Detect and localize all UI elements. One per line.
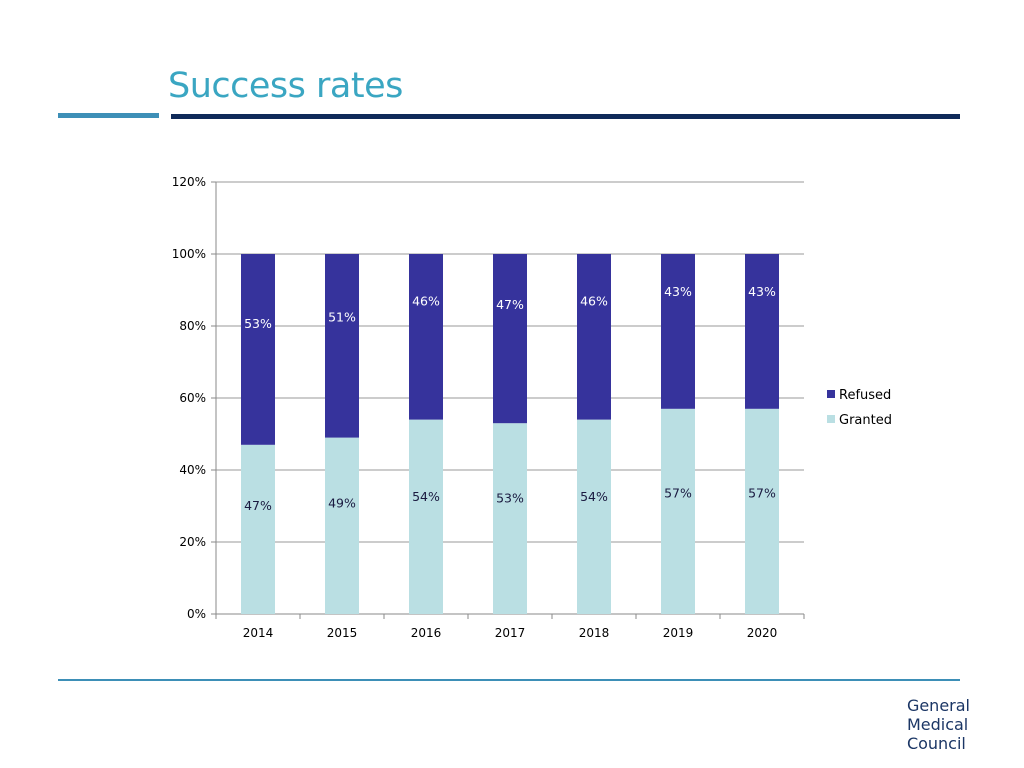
x-tick-label-2019: 2019 bbox=[663, 626, 694, 640]
title-rule-accent bbox=[58, 113, 159, 118]
y-tick-label: 40% bbox=[179, 463, 206, 477]
bar-refused-2014 bbox=[241, 254, 275, 445]
data-label-granted-2016: 54% bbox=[412, 489, 440, 504]
data-label-granted-2015: 49% bbox=[328, 495, 356, 510]
data-label-refused-2020: 43% bbox=[748, 284, 776, 299]
legend-label-refused: Refused bbox=[839, 388, 891, 403]
bar-refused-2018 bbox=[577, 254, 611, 420]
data-label-granted-2018: 54% bbox=[580, 489, 608, 504]
data-label-granted-2017: 53% bbox=[496, 490, 524, 505]
y-tick-label: 0% bbox=[187, 607, 206, 621]
bar-granted-2018 bbox=[577, 419, 611, 614]
y-tick-label: 80% bbox=[179, 319, 206, 333]
legend-label-granted: Granted bbox=[839, 413, 892, 428]
bar-granted-2020 bbox=[745, 408, 779, 614]
bar-refused-2015 bbox=[325, 254, 359, 438]
x-tick-label-2016: 2016 bbox=[411, 626, 442, 640]
bar-granted-2016 bbox=[409, 419, 443, 614]
bar-granted-2019 bbox=[661, 408, 695, 614]
legend-swatch-granted bbox=[827, 415, 835, 423]
title-rule bbox=[171, 114, 960, 119]
x-tick-label-2015: 2015 bbox=[327, 626, 358, 640]
gmc-logo: General Medical Council bbox=[907, 696, 970, 753]
data-label-granted-2014: 47% bbox=[244, 498, 272, 513]
data-label-refused-2016: 46% bbox=[412, 294, 440, 309]
bar-granted-2017 bbox=[493, 423, 527, 614]
bar-granted-2015 bbox=[325, 437, 359, 614]
data-label-granted-2020: 57% bbox=[748, 485, 776, 500]
y-tick-label: 120% bbox=[172, 175, 206, 189]
x-tick-label-2017: 2017 bbox=[495, 626, 526, 640]
x-tick-label-2018: 2018 bbox=[579, 626, 610, 640]
bar-refused-2019 bbox=[661, 254, 695, 409]
data-label-refused-2017: 47% bbox=[496, 297, 524, 312]
slide-title: Success rates bbox=[168, 66, 403, 106]
data-label-refused-2015: 51% bbox=[328, 310, 356, 325]
data-label-refused-2014: 53% bbox=[244, 316, 272, 331]
bar-refused-2016 bbox=[409, 254, 443, 420]
x-tick-label-2020: 2020 bbox=[747, 626, 778, 640]
logo-line-medical: Medical bbox=[906, 715, 969, 734]
data-label-refused-2019: 43% bbox=[664, 284, 692, 299]
bar-refused-2017 bbox=[493, 254, 527, 424]
logo-line-council: Council bbox=[906, 734, 966, 753]
y-tick-label: 60% bbox=[179, 391, 206, 405]
data-label-granted-2019: 57% bbox=[664, 485, 692, 500]
data-label-refused-2018: 46% bbox=[580, 294, 608, 309]
y-tick-label: 100% bbox=[172, 247, 206, 261]
footer-rule bbox=[58, 679, 960, 681]
y-tick-label: 20% bbox=[179, 535, 206, 549]
bar-refused-2020 bbox=[745, 254, 779, 409]
bar-granted-2014 bbox=[241, 444, 275, 614]
x-tick-label-2014: 2014 bbox=[243, 626, 274, 640]
logo-line-general: General bbox=[906, 696, 970, 715]
legend-swatch-refused bbox=[827, 390, 835, 398]
